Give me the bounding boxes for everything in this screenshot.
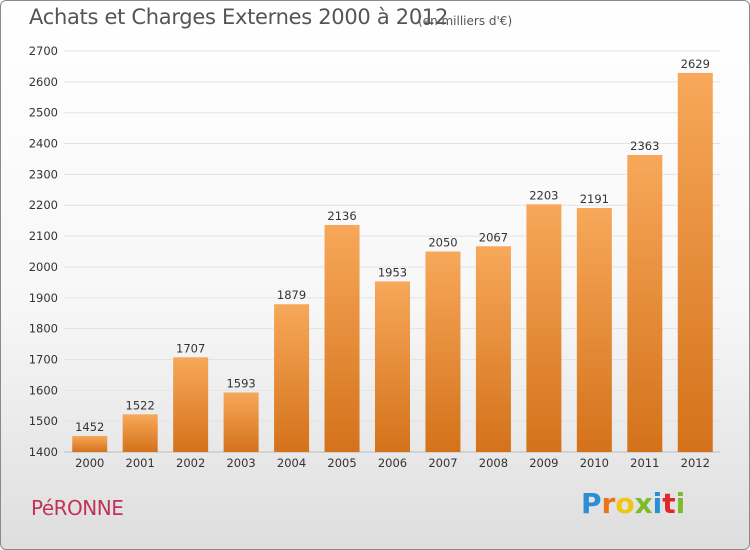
value-label: 2136 xyxy=(327,209,356,223)
y-tick-label: 2600 xyxy=(29,75,58,89)
y-tick-label: 2700 xyxy=(29,44,58,58)
x-tick-label: 2011 xyxy=(630,456,659,470)
x-tick-label: 2003 xyxy=(226,456,255,470)
x-tick-label: 2010 xyxy=(580,456,609,470)
y-tick-label: 2300 xyxy=(29,167,58,181)
value-label: 2363 xyxy=(630,139,659,153)
logo-letter: P xyxy=(581,487,602,520)
bar-2005 xyxy=(324,224,360,452)
y-tick-label: 1600 xyxy=(29,383,58,397)
value-label: 1953 xyxy=(378,265,407,279)
y-tick-label: 2500 xyxy=(29,106,58,120)
bar-2009 xyxy=(526,204,562,452)
x-tick-label: 2004 xyxy=(277,456,306,470)
y-tick-label: 2200 xyxy=(29,198,58,212)
chart-title: Achats et Charges Externes 2000 à 2012 xyxy=(29,5,449,29)
logo-letter: t xyxy=(662,487,676,520)
y-axis: 1400 1500 1600 1700 1800 1900 2000 2100 2200 2300… xyxy=(29,44,58,459)
value-label: 1452 xyxy=(75,420,104,434)
chart-unit: (en milliers d'€) xyxy=(418,14,513,28)
logo-letter: i xyxy=(652,487,663,520)
y-tick-label: 2400 xyxy=(29,137,58,151)
bar-2008 xyxy=(475,246,511,452)
value-label: 2203 xyxy=(529,188,558,202)
value-label: 1707 xyxy=(176,341,205,355)
logo-letter: i xyxy=(675,487,686,520)
bars xyxy=(72,72,713,453)
bar-2012 xyxy=(677,72,713,453)
bar-2010 xyxy=(576,208,612,452)
x-tick-label: 2005 xyxy=(327,456,356,470)
value-label: 1879 xyxy=(277,288,306,302)
logo-letter: x xyxy=(634,487,653,520)
city-name: PéRONNE xyxy=(31,496,124,520)
x-tick-label: 2006 xyxy=(378,456,407,470)
bar-2003 xyxy=(223,392,259,452)
y-tick-label: 2100 xyxy=(29,229,58,243)
x-axis: 2000 2001 2002 2003 2004 2005 2006 2007 2008 2009… xyxy=(75,456,710,470)
bar-2002 xyxy=(173,357,209,452)
value-label: 2050 xyxy=(428,236,457,250)
y-tick-label: 1900 xyxy=(29,291,58,305)
y-tick-label: 1700 xyxy=(29,352,58,366)
x-tick-label: 2012 xyxy=(681,456,710,470)
value-label: 1522 xyxy=(126,398,155,412)
value-label: 1593 xyxy=(226,376,255,390)
x-tick-label: 2001 xyxy=(126,456,155,470)
x-tick-label: 2002 xyxy=(176,456,205,470)
bar-2007 xyxy=(425,251,461,452)
bar-2004 xyxy=(274,304,310,452)
x-tick-label: 2009 xyxy=(529,456,558,470)
bar-2006 xyxy=(375,281,410,452)
y-tick-label: 1400 xyxy=(29,445,58,459)
x-tick-label: 2000 xyxy=(75,456,104,470)
value-labels: 1452 1522 1707 1593 1879 2136 1953 2050 2067 2203… xyxy=(75,57,710,434)
proxiti-logo[interactable]: Proxiti xyxy=(581,487,685,520)
x-tick-label: 2007 xyxy=(428,456,457,470)
bar-2001 xyxy=(122,414,158,452)
y-tick-label: 2000 xyxy=(29,260,58,274)
bar-2000 xyxy=(72,435,108,452)
y-tick-label: 1500 xyxy=(29,414,58,428)
logo-letter: r xyxy=(601,487,616,520)
value-label: 2629 xyxy=(681,57,710,71)
y-tick-label: 1800 xyxy=(29,322,58,336)
logo-letter: o xyxy=(615,487,635,520)
value-label: 2191 xyxy=(580,192,609,206)
x-tick-label: 2008 xyxy=(479,456,508,470)
value-label: 2067 xyxy=(479,230,508,244)
bar-2011 xyxy=(627,154,663,452)
